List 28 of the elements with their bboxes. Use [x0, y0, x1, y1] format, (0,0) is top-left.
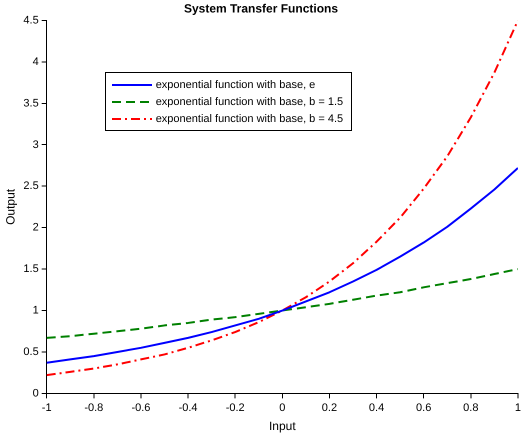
legend-label: exponential function with base, b = 1.5: [156, 96, 344, 108]
y-axis-title: Output: [4, 188, 18, 225]
y-tick-label: 1: [32, 304, 39, 317]
y-tick-label: 3.5: [23, 97, 39, 110]
legend-label: exponential function with base, e: [156, 78, 316, 91]
x-tick-label: -0.2: [226, 402, 245, 414]
y-tick-label: 4.5: [23, 14, 39, 26]
y-tick-label: 2: [32, 222, 39, 234]
x-axis-title: Input: [268, 419, 296, 434]
x-tick-label: 1: [514, 402, 522, 414]
x-tick-label: 0.8: [463, 402, 478, 414]
x-tick-label: 0: [279, 402, 286, 414]
y-tick-label: 3: [32, 138, 39, 151]
y-tick-label: 0.5: [23, 346, 39, 358]
x-tick-label: -0.8: [84, 402, 104, 414]
x-tick-label: -0.6: [131, 402, 150, 414]
x-tick-label: 0.6: [416, 402, 432, 414]
line-series: [46, 268, 518, 339]
x-tick-label: -0.4: [178, 402, 198, 414]
y-tick-label: 1.5: [23, 263, 39, 276]
x-tick-label: -1: [42, 402, 52, 414]
y-tick-label: 0: [32, 387, 39, 400]
y-tick-label: 2.5: [23, 180, 39, 192]
x-tick-label: 0.4: [368, 402, 384, 414]
chart-title: System Transfer Functions: [184, 2, 338, 16]
x-tick-label: 0.2: [322, 402, 338, 414]
legend-label: exponential function with base, b = 4.5: [156, 112, 344, 125]
y-tick-label: 4: [32, 56, 39, 68]
